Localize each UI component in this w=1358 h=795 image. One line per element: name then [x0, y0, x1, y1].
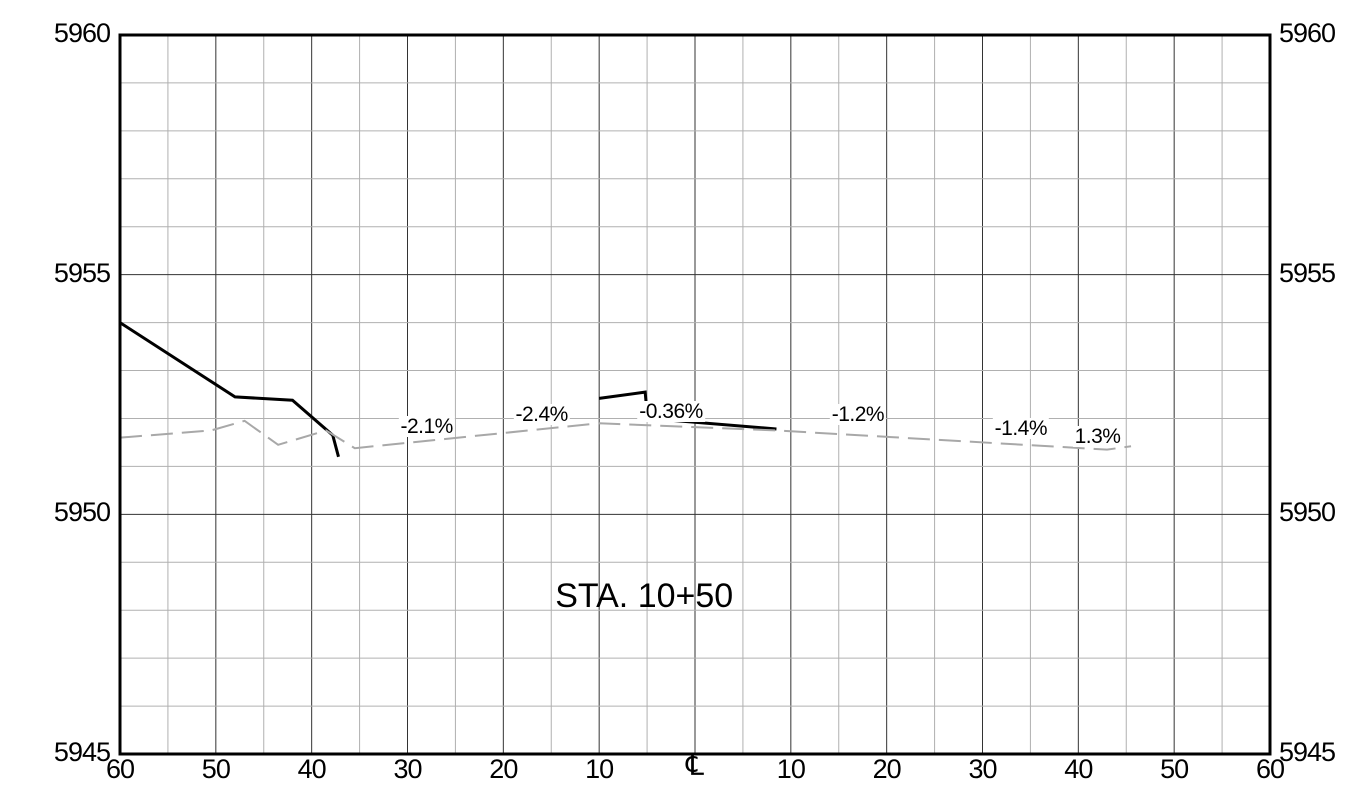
y-tick-label-right: 5950: [1279, 497, 1336, 528]
proposed-section-line-1: [119, 321, 340, 458]
grade-label: 1.3%: [1072, 424, 1123, 448]
x-tick-label: 60: [1255, 754, 1285, 784]
x-tick-label: 30: [393, 754, 422, 784]
grid: [119, 34, 1271, 755]
station-label: STA. 10+50: [555, 577, 734, 616]
series-lines: [119, 321, 1132, 458]
y-tick-label-left: 5945: [53, 737, 111, 767]
x-tick-label: 50: [201, 754, 231, 784]
x-tick-label: 40: [1064, 754, 1093, 784]
y-tick-label-right: 5955: [1279, 257, 1336, 288]
x-tick-label: 40: [297, 754, 327, 784]
x-tick-label: 20: [872, 754, 902, 784]
x-tick-label: 20: [489, 754, 518, 784]
grade-label: -2.1%: [398, 415, 455, 439]
grade-label: -0.36%: [637, 399, 705, 423]
y-tick-label-right: 5945: [1279, 737, 1336, 767]
existing-ground-line: [119, 419, 1132, 451]
y-tick-label-left: 5960: [53, 18, 111, 48]
x-tick-label: 60: [105, 754, 135, 784]
grade-label: -1.4%: [992, 417, 1050, 441]
grade-label: -2.4%: [513, 403, 570, 427]
centerline-symbol: ℄: [686, 750, 704, 781]
x-tick-label: 10: [585, 754, 614, 784]
x-tick-label: 10: [776, 754, 806, 784]
plot-frame: [118, 33, 1272, 756]
y-tick-label-right: 5960: [1279, 18, 1336, 48]
x-tick-label: 30: [968, 754, 997, 784]
y-tick-label-left: 5950: [53, 497, 111, 528]
x-tick-label: 50: [1160, 754, 1189, 784]
y-tick-label-left: 5955: [53, 257, 111, 288]
grade-label: -1.2%: [829, 403, 887, 427]
